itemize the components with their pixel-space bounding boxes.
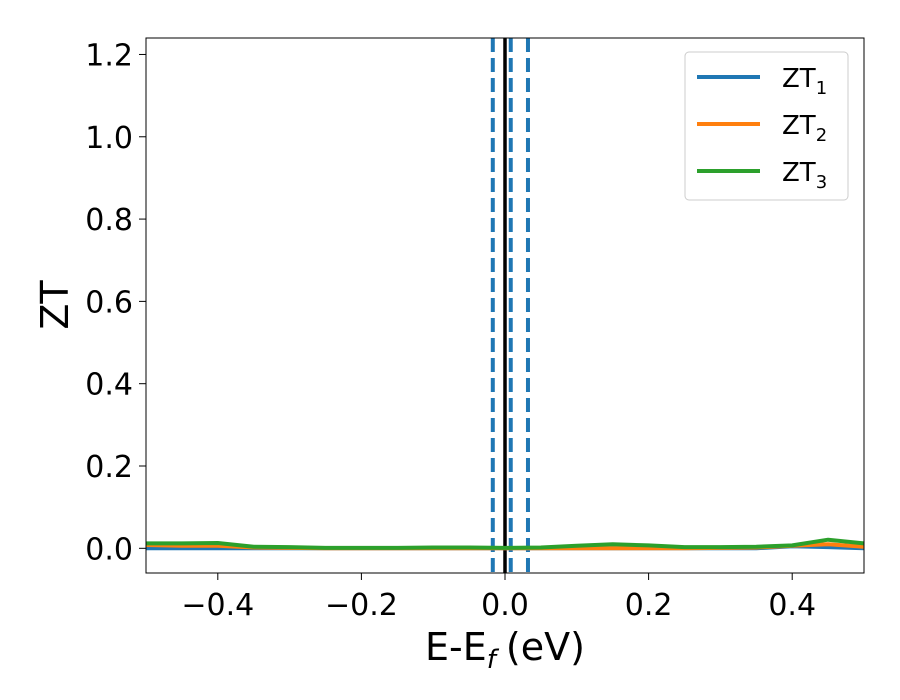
x-tick-label: 0.4	[768, 588, 816, 623]
x-axis: −0.4 −0.2 0.0 0.2 0.4	[181, 573, 816, 623]
y-axis-title: ZT	[33, 280, 77, 330]
series-line-zt3	[146, 537, 864, 550]
y-tick-label: 0.0	[85, 532, 133, 567]
x-axis-title-main: E-E	[425, 625, 487, 669]
legend-box	[684, 51, 849, 201]
y-tick-label: 1.0	[85, 121, 133, 156]
legend-label-zt1: ZT1	[782, 64, 827, 99]
y-tick-label: 0.6	[85, 285, 133, 320]
y-tick-label: 0.2	[85, 450, 133, 485]
x-tick-label: −0.2	[325, 588, 398, 623]
x-axis-title-unit: (eV)	[506, 625, 585, 669]
x-tick-label: 0.2	[625, 588, 673, 623]
x-tick-label: 0.0	[481, 588, 529, 623]
y-tick-label: 1.2	[85, 38, 133, 73]
series-lines	[146, 537, 864, 551]
reference-lines	[490, 38, 530, 573]
y-tick-label: 0.8	[85, 203, 133, 238]
x-axis-title: E-Ef (eV)	[425, 625, 585, 675]
x-tick-label: −0.4	[181, 588, 254, 623]
legend: ZT1 ZT2 ZT3	[684, 51, 849, 201]
y-axis: 0.0 0.2 0.4 0.6 0.8 1.0 1.2	[85, 38, 146, 567]
legend-label-zt3: ZT3	[782, 158, 827, 193]
legend-label-zt2: ZT2	[782, 111, 827, 146]
y-tick-label: 0.4	[85, 368, 133, 403]
